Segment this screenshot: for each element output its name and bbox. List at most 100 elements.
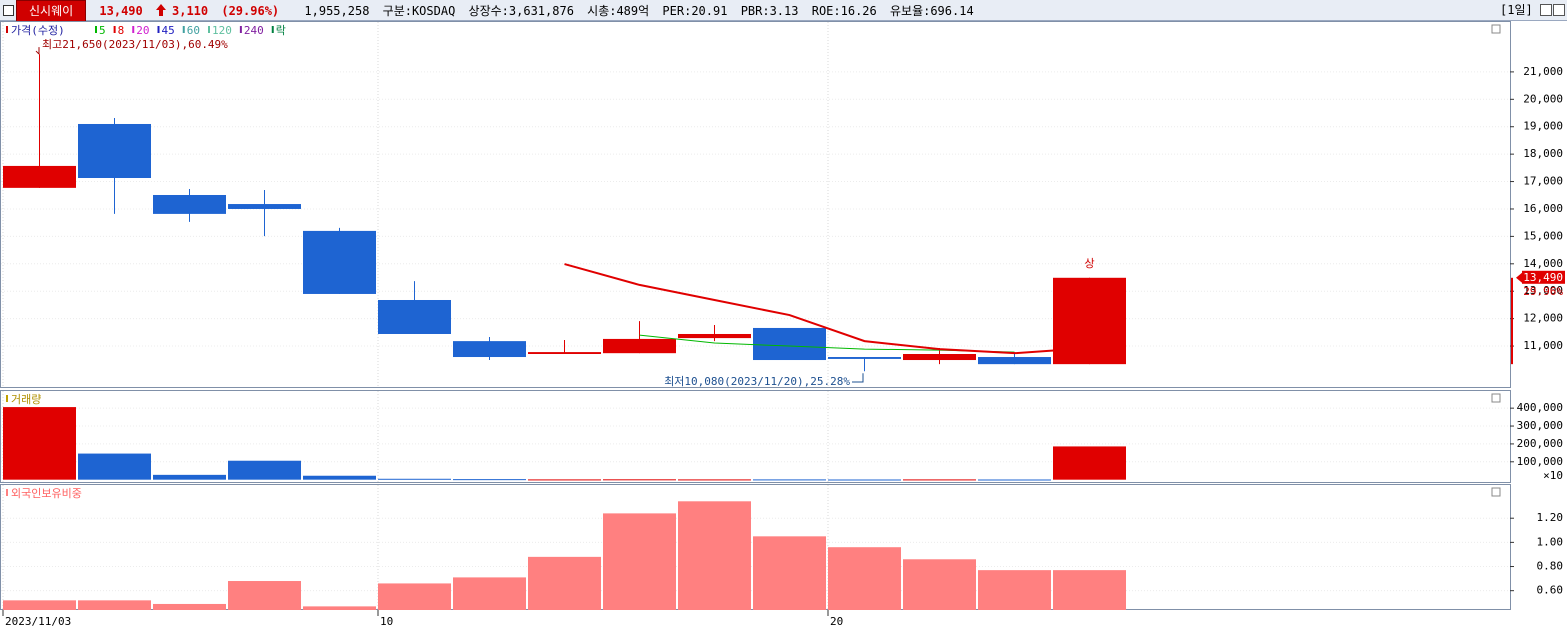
- candle-body: [228, 204, 301, 209]
- y-tick-label: 100,000: [1517, 455, 1563, 468]
- last-price-box: [1522, 270, 1565, 284]
- bar: [603, 479, 676, 481]
- roe: ROE:16.26: [811, 4, 877, 18]
- x-tick-label: 2023/11/03: [5, 615, 71, 628]
- y-tick-label: 0.80: [1537, 560, 1564, 573]
- bar: [528, 479, 601, 481]
- bar: [378, 583, 451, 610]
- low-label: 최저10,080(2023/11/20),25.28%: [664, 375, 850, 388]
- legend-chip: [182, 26, 185, 33]
- x-tick-label: 20: [830, 615, 843, 628]
- price-pane: [0, 21, 1511, 388]
- legend-label: 120: [212, 24, 232, 37]
- pbr: PBR:3.13: [740, 4, 799, 18]
- candle-body: [1053, 277, 1126, 365]
- period[interactable]: [1일]: [1500, 3, 1533, 17]
- bar: [678, 501, 751, 610]
- btn-min[interactable]: [1540, 4, 1552, 16]
- price: 13,490: [99, 4, 143, 18]
- bar: [78, 453, 151, 480]
- legend-label: 45: [162, 24, 175, 37]
- limit-up-label: 상: [1084, 257, 1094, 270]
- y-tick-label: 300,000: [1517, 419, 1563, 432]
- pane-btn[interactable]: [1491, 24, 1501, 34]
- legend-chip: [6, 26, 8, 33]
- candle-body: [303, 230, 376, 294]
- y-tick-label: 1.00: [1537, 535, 1564, 548]
- x-tick-label: 10: [380, 615, 393, 628]
- bar: [303, 606, 376, 610]
- y-tick-label: 12,000: [1523, 312, 1563, 325]
- bar: [753, 479, 826, 481]
- bar: [453, 479, 526, 481]
- legend-chip: [157, 26, 160, 33]
- high-arrow: [35, 47, 40, 55]
- bar: [228, 460, 301, 480]
- candle-body: [453, 341, 526, 358]
- candle-body: [753, 327, 826, 361]
- legend-label: 60: [187, 24, 200, 37]
- bar: [528, 556, 601, 610]
- candle-body: [978, 357, 1051, 365]
- btn-close[interactable]: [1553, 4, 1565, 16]
- candle-body: [528, 352, 601, 355]
- change: 3,110: [172, 4, 209, 18]
- legend-chip: [113, 26, 116, 33]
- legend-chip: [95, 26, 97, 33]
- low-arrow: [852, 373, 864, 383]
- bar: [678, 479, 751, 481]
- last-price-pointer: [1516, 272, 1522, 283]
- y-tick-label: 400,000: [1517, 401, 1563, 414]
- legend-label: 20: [136, 24, 149, 37]
- ma-line: [564, 263, 1090, 355]
- change-pct: (29.96%): [221, 4, 280, 18]
- y-tick-label: 13,000: [1523, 284, 1563, 297]
- candle-body: [903, 354, 976, 361]
- y-tick-label: 0.60: [1537, 584, 1564, 597]
- cap: 시총:489억: [587, 4, 650, 18]
- bar: [153, 474, 226, 480]
- legend-chip: [208, 26, 210, 33]
- volume-pane: [0, 390, 1511, 483]
- bar: [903, 479, 976, 481]
- pane-title: 가격(수정): [11, 24, 65, 37]
- bar: [3, 407, 76, 480]
- legend-label: 락: [276, 24, 286, 37]
- candle-body: [78, 123, 151, 178]
- bar: [3, 600, 76, 610]
- y-tick-label: 15,000: [1523, 229, 1563, 242]
- pane-title: 외국인보유비중: [11, 487, 82, 500]
- candle-body: [678, 333, 751, 339]
- bar: [828, 479, 901, 481]
- checkbox[interactable]: [3, 5, 14, 16]
- candle-body: [828, 357, 901, 359]
- bar: [1053, 446, 1126, 480]
- legend-chip: [6, 395, 8, 402]
- candle-body: [3, 165, 76, 188]
- market: 구분:KOSDAQ: [382, 4, 456, 18]
- candle-body: [603, 338, 676, 354]
- legend-label: 8: [118, 24, 125, 37]
- pane-btn[interactable]: [1491, 393, 1501, 403]
- bar: [978, 479, 1051, 481]
- y-tick-label: 17,000: [1523, 175, 1563, 188]
- last-pct: 29.96%: [1523, 285, 1563, 298]
- pane-btn[interactable]: [1491, 487, 1501, 497]
- legend-chip: [6, 489, 8, 496]
- legend-label: 240: [244, 24, 264, 37]
- unit-note: ×10: [1543, 469, 1563, 482]
- y-tick-label: 11,000: [1523, 339, 1563, 352]
- shares: 상장수:3,631,876: [468, 4, 574, 18]
- y-tick-label: 1.20: [1537, 511, 1564, 524]
- legend-chip: [132, 26, 135, 33]
- bar: [603, 513, 676, 610]
- bar: [303, 475, 376, 480]
- up-arrow: [156, 4, 166, 18]
- per: PER:20.91: [662, 4, 728, 18]
- bar: [903, 559, 976, 610]
- bar: [153, 603, 226, 610]
- legend-chip: [271, 26, 274, 33]
- y-tick-label: 18,000: [1523, 147, 1563, 160]
- bar: [78, 600, 151, 610]
